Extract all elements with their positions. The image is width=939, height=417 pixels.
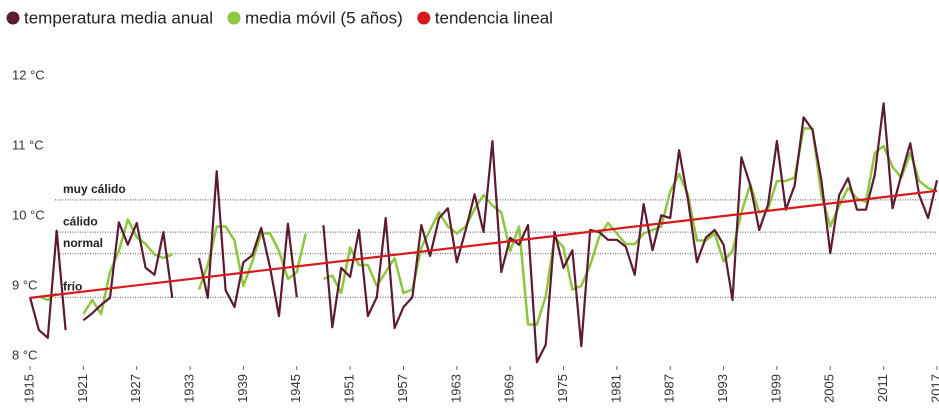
x-tick-label: 2017 [928,374,939,403]
x-tick-label: 1921 [75,374,90,403]
series-line [38,127,938,326]
x-tick-label: 1963 [448,374,463,403]
y-tick-label: 12 °C [12,67,45,82]
legend-dot [227,11,241,25]
y-tick-label: 8 °C [12,347,37,362]
x-tick-label: 2011 [875,374,890,402]
x-tick-label: 1939 [235,374,250,403]
legend-label: temperatura media anual [24,8,213,27]
y-tick-label: 11 °C [12,137,44,152]
series-line [29,189,938,299]
legend-dot [417,11,431,25]
legend-dot [6,11,20,25]
legend-label: tendencia lineal [435,8,553,27]
reference-label: cálido [63,214,98,228]
x-tick-label: 1993 [715,374,730,403]
x-tick-label: 1927 [128,374,143,403]
x-tick-label: 1981 [608,374,623,403]
series-line [28,102,939,364]
y-tick-label: 10 °C [12,207,45,222]
x-tick-label: 1951 [342,374,357,403]
x-tick-label: 1969 [502,374,517,403]
reference-label: muy cálido [63,182,126,196]
x-tick-label: 1945 [288,374,303,403]
x-tick-label: 1915 [21,374,36,403]
x-tick-label: 1933 [181,374,196,403]
reference-label: normal [63,236,103,250]
x-tick-label: 1987 [662,374,677,403]
legend-label: media móvil (5 años) [245,8,403,27]
reference-label: frío [63,279,82,293]
y-tick-label: 9 °C [12,277,37,292]
x-tick-label: 1957 [395,374,410,403]
x-tick-label: 2005 [822,374,837,403]
x-tick-label: 1975 [555,374,570,403]
x-tick-label: 1999 [768,374,783,403]
